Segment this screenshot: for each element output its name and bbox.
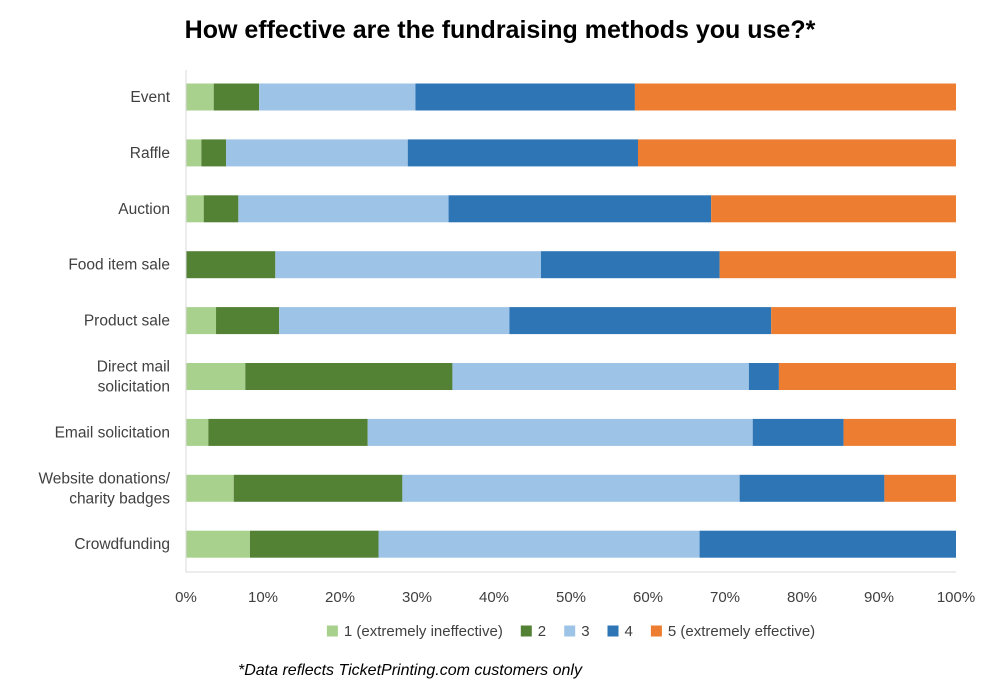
- bar-segment: [186, 363, 246, 390]
- legend-swatch: [564, 625, 576, 637]
- bar-segment: [203, 195, 239, 223]
- bar-segment: [201, 139, 227, 167]
- category-label: Food item sale: [68, 257, 170, 274]
- bar-segment: [637, 139, 956, 167]
- bar-segment: [884, 474, 956, 502]
- legend-label: 1 (extremely ineffective): [344, 623, 503, 640]
- x-tick-label: 60%: [633, 589, 663, 606]
- bar-segment: [186, 195, 204, 223]
- bar-segment: [259, 83, 416, 111]
- category-label-line: solicitation: [98, 379, 170, 396]
- x-tick-label: 70%: [710, 589, 740, 606]
- bar-segment: [208, 418, 368, 446]
- chart-title: How effective are the fundraising method…: [184, 16, 816, 44]
- legend: 1 (extremely ineffective) 2 3 4 5 (extremely…: [326, 623, 815, 640]
- bar-segment: [719, 251, 956, 279]
- bar-segment: [378, 530, 700, 558]
- category-label-line: Direct mail: [97, 359, 170, 376]
- bar-segment: [186, 530, 250, 558]
- bar-segment: [279, 307, 510, 335]
- bar-segment: [448, 195, 712, 223]
- legend-item: 3: [564, 623, 590, 640]
- legend-label: 2: [538, 623, 546, 640]
- bar-segment: [415, 83, 635, 111]
- bar-segment: [771, 307, 956, 335]
- bar-segment: [275, 251, 541, 279]
- bar-segment: [186, 307, 217, 335]
- x-tick-label: 80%: [787, 589, 817, 606]
- category-label-line: Website donations/: [38, 470, 170, 487]
- legend-item: 4: [607, 623, 633, 640]
- category-label: Event: [130, 89, 170, 106]
- bar-segment: [509, 307, 772, 335]
- x-tick-label: 10%: [248, 589, 278, 606]
- bar-segment: [748, 363, 779, 390]
- bar-segment: [367, 418, 753, 446]
- x-tick-label: 0%: [175, 589, 197, 606]
- category-label: Raffle: [130, 145, 170, 162]
- category-label: Auction: [118, 201, 170, 218]
- bar-segment: [216, 307, 280, 335]
- x-axis: 0% 10% 20% 30% 40% 50% 60% 70% 80% 90% 100%: [175, 70, 975, 606]
- bars-layer: [186, 83, 956, 558]
- bar-segment: [711, 195, 956, 223]
- bar-segment: [739, 474, 885, 502]
- legend-label: 4: [625, 623, 633, 640]
- bar-segment: [186, 139, 202, 167]
- category-label-line: charity badges: [69, 490, 170, 507]
- x-tick-label: 20%: [325, 589, 355, 606]
- x-tick-label: 100%: [937, 589, 975, 606]
- bar-segment: [407, 139, 638, 167]
- bar-segment: [752, 418, 844, 446]
- bar-segment: [245, 363, 453, 390]
- bar-segment: [634, 83, 956, 111]
- category-label: Product sale: [84, 313, 170, 330]
- legend-swatch: [650, 625, 662, 637]
- bar-segment: [186, 418, 209, 446]
- category-labels: Event Raffle Auction Food item sale Product …: [38, 89, 170, 553]
- bar-segment: [186, 474, 234, 502]
- legend-item: 2: [520, 623, 546, 640]
- bar-segment: [213, 83, 260, 111]
- bar-segment: [402, 474, 740, 502]
- x-tick-label: 40%: [479, 589, 509, 606]
- bar-segment: [226, 139, 408, 167]
- bar-segment: [249, 530, 379, 558]
- legend-swatch: [520, 625, 532, 637]
- category-label: Crowdfunding: [74, 536, 170, 553]
- bar-segment: [233, 474, 403, 502]
- category-label: Website donations/charity badges: [38, 470, 170, 507]
- bar-segment: [186, 251, 276, 279]
- x-tick-label: 50%: [556, 589, 586, 606]
- footnote: *Data reflects TicketPrinting.com custom…: [238, 662, 582, 679]
- bar-segment: [540, 251, 720, 279]
- category-label: Direct mail solicitation: [97, 359, 170, 396]
- bar-segment: [843, 418, 956, 446]
- legend-swatch: [326, 625, 338, 637]
- bar-segment: [238, 195, 449, 223]
- bar-segment: [452, 363, 749, 390]
- x-tick-label: 90%: [864, 589, 894, 606]
- bar-segment: [699, 530, 956, 558]
- x-tick-label: 30%: [402, 589, 432, 606]
- legend-item: 1 (extremely ineffective): [326, 623, 503, 640]
- legend-item: 5 (extremely effective): [650, 623, 815, 640]
- legend-label: 5 (extremely effective): [668, 623, 815, 640]
- bar-segment: [186, 83, 214, 111]
- category-label: Email solicitation: [55, 424, 170, 441]
- legend-label: 3: [581, 623, 589, 640]
- bar-segment: [778, 363, 956, 390]
- legend-swatch: [607, 625, 619, 637]
